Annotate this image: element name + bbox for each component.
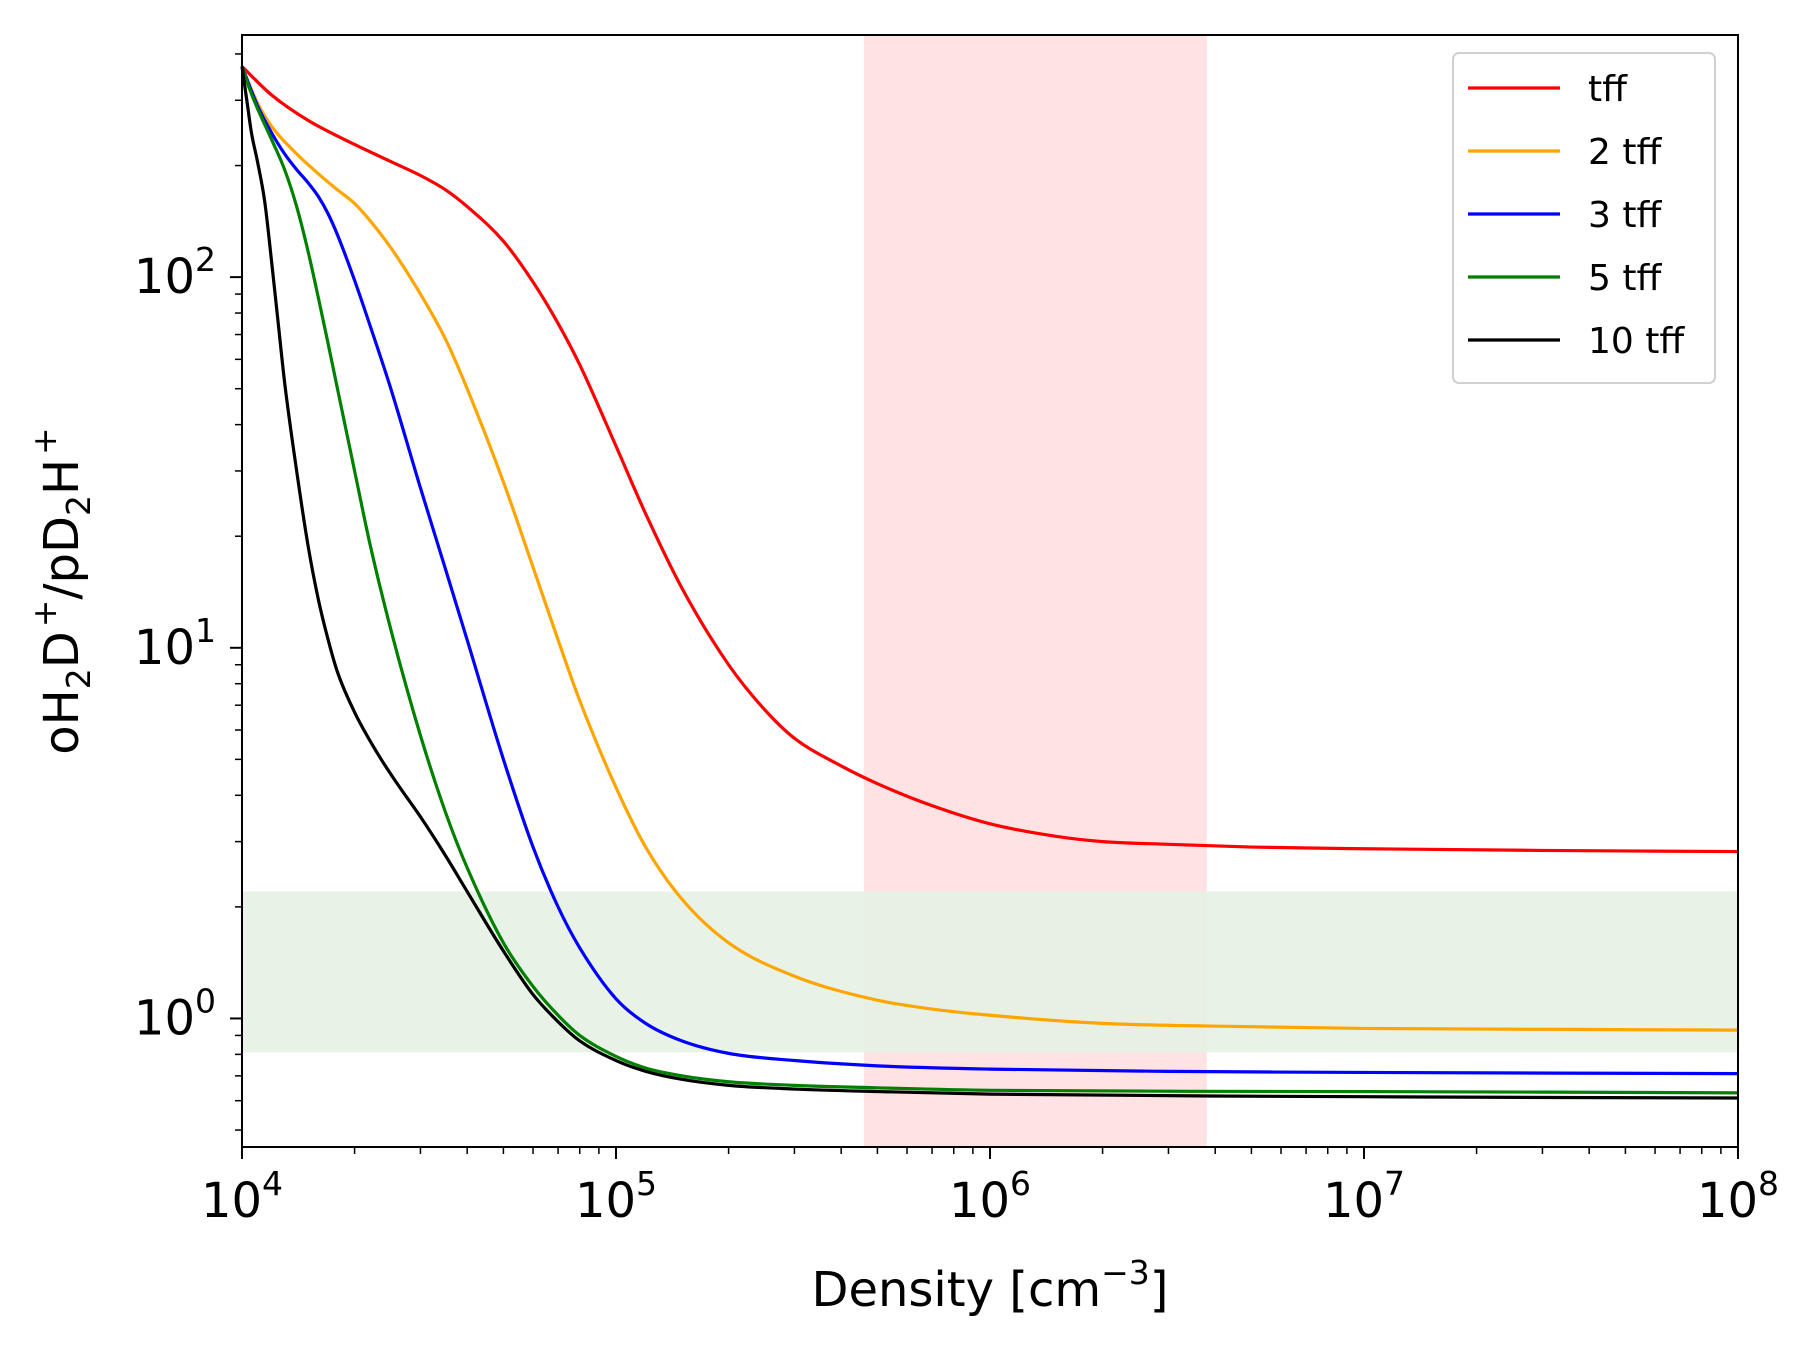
y-axis-label-superscript: + [25,427,64,455]
y-axis-label-part: oH [34,689,90,754]
y-axis-label-part: H [34,459,90,495]
x-tick-label-base: 10 [949,1173,1010,1229]
x-axis-label-text: Density [cm [811,1262,1101,1318]
legend-entries: tff 2 tff 3 tff 5 tff 10 tff [1468,69,1685,362]
legend-label-2-tff: 2 tff [1588,132,1662,173]
x-axis-label-end: ] [1150,1262,1169,1318]
y-tick-label-exponent: 0 [195,981,216,1020]
y-axis-label-subscript: 2 [59,495,98,516]
x-axis-label-exponent: −3 [1101,1253,1150,1292]
minor-ticks [235,53,1722,1154]
x-tick-label-exponent: 7 [1384,1164,1405,1203]
legend-label-5-tff: 5 tff [1588,258,1662,299]
series-line-tff [240,65,1739,854]
y-tick-label-exponent: 1 [195,611,216,650]
y-axis-label-subscript: 2 [59,668,98,689]
x-tick-label-exponent: 6 [1010,1164,1031,1203]
x-tick-label: 107 [1323,1164,1405,1229]
y-axis-label: oH2D+/pD2H+ [25,427,98,754]
x-tick-label-base: 10 [201,1173,262,1229]
x-tick-label-exponent: 4 [262,1164,283,1203]
x-tick-label-base: 10 [1697,1173,1758,1229]
y-tick-label-exponent: 2 [195,240,216,279]
series-line-10-tff [240,66,1739,1100]
x-tick-label: 108 [1697,1164,1779,1229]
x-tick-label: 106 [949,1164,1031,1229]
plot-area-frame [241,34,1739,1148]
y-axis-label-part: /pD [34,516,90,600]
legend-label-tff: tff [1588,69,1628,110]
data-series [240,65,1739,1100]
series-line-3-tff [240,65,1739,1076]
major-ticks [230,276,1739,1159]
x-tick-label: 104 [201,1164,283,1229]
y-tick-label: 100 [134,981,216,1046]
x-tick-label-base: 10 [1323,1173,1384,1229]
legend-label-10-tff: 10 tff [1588,321,1685,362]
x-tick-label-base: 10 [575,1173,636,1229]
y-axis-label-superscript: + [25,600,64,628]
y-tick-label: 102 [134,240,216,305]
y-tick-label-base: 10 [134,620,195,676]
series-line-2-tff [240,65,1739,1032]
series-line-5-tff [240,65,1739,1095]
y-tick-label: 101 [134,611,216,676]
x-tick-label: 105 [575,1164,657,1229]
legend-box [1452,52,1716,384]
legend: tff 2 tff 3 tff 5 tff 10 tff [1452,52,1716,384]
x-axis-label: Density [cm−3] [811,1253,1168,1318]
y-tick-label-base: 10 [134,990,195,1046]
x-tick-label-exponent: 5 [636,1164,657,1203]
y-axis-label-part: D [34,631,90,668]
legend-label-3-tff: 3 tff [1588,195,1662,236]
y-tick-label-base: 10 [134,249,195,305]
x-tick-label-exponent: 8 [1758,1164,1779,1203]
